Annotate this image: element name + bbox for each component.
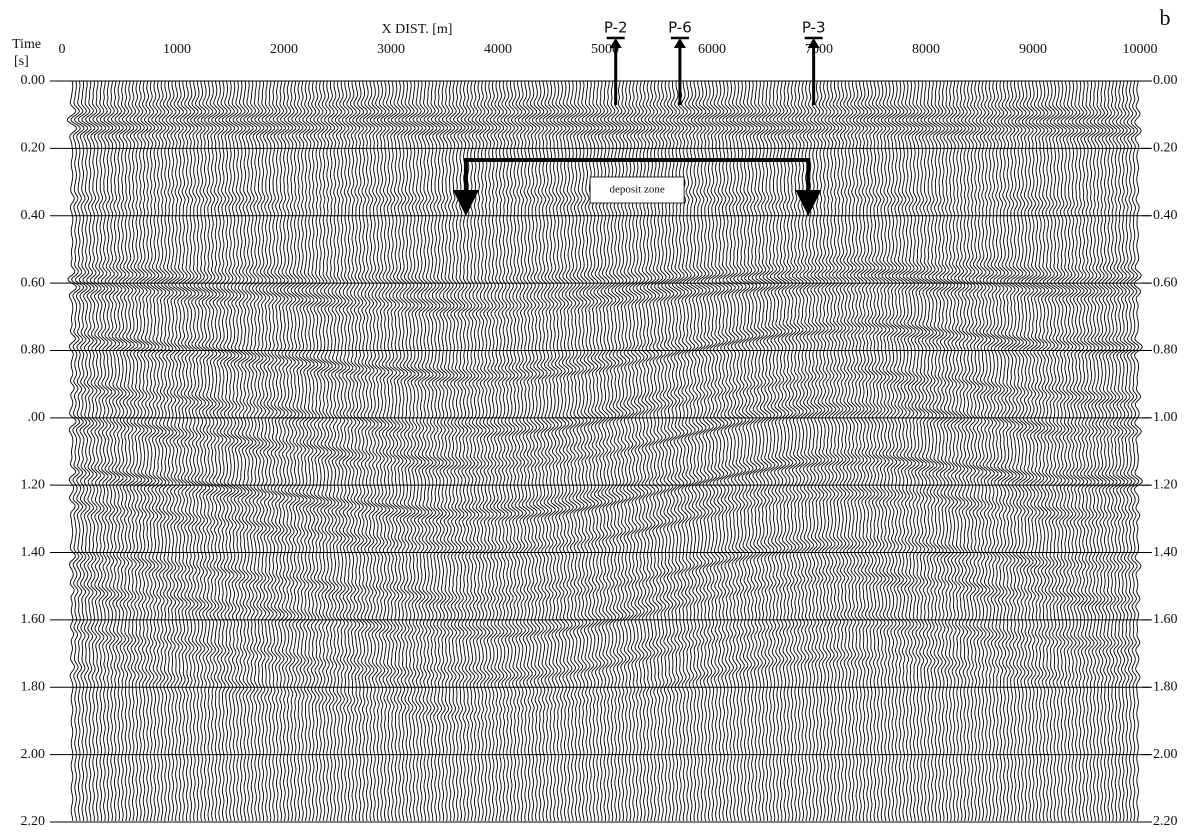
trace (860, 81, 867, 821)
trace (871, 81, 879, 821)
panel-label: b (1160, 5, 1171, 30)
trace (339, 81, 347, 821)
y2-tick-label: 1.80 (1153, 679, 1178, 694)
y-tick-label: .00 (28, 410, 46, 425)
y-tick-label: 0.60 (21, 275, 46, 290)
trace (497, 81, 504, 821)
y2-tick-label: 1.60 (1153, 612, 1178, 627)
x-tick-label: 7000 (805, 42, 833, 57)
trace (997, 81, 1006, 821)
y2-tick-label: 1.40 (1153, 545, 1178, 560)
trace (402, 81, 411, 821)
x-tick-label: 8000 (912, 42, 940, 57)
x-tick-label: 4000 (484, 42, 512, 57)
y-tick-label: 0.00 (21, 73, 46, 88)
x-tick-label: 0 (59, 42, 66, 57)
y2-tick-label: 0.80 (1153, 343, 1178, 358)
trace (313, 81, 322, 821)
x-tick-label: 9000 (1019, 42, 1047, 57)
y-axis-unit: [s] (14, 54, 29, 69)
trace (994, 81, 1003, 821)
trace (867, 81, 875, 821)
trace (857, 81, 864, 821)
y2-tick-label: 2.00 (1153, 747, 1178, 762)
y2-tick-label: 2.20 (1153, 814, 1178, 829)
y2-tick-label: 0.60 (1153, 275, 1178, 290)
y-tick-label: 1.20 (21, 477, 46, 492)
trace (309, 81, 318, 821)
trace (381, 81, 390, 821)
x-tick-label: 10000 (1123, 42, 1158, 57)
trace (342, 81, 349, 821)
y2-tick-label: 1.00 (1153, 410, 1178, 425)
well-label: P-2 (604, 19, 628, 37)
trace (332, 81, 340, 821)
y-tick-label: 0.40 (21, 208, 46, 223)
x-tick-label: 6000 (698, 42, 726, 57)
chart-title: X DIST. [m] (382, 22, 453, 37)
trace (377, 81, 386, 821)
y-tick-label: 1.60 (21, 612, 46, 627)
x-tick-label: 3000 (377, 42, 405, 57)
y2-tick-label: 0.00 (1153, 73, 1178, 88)
y-tick-label: 0.20 (21, 141, 46, 156)
deposit-zone-label: deposit zone (609, 184, 664, 196)
trace (508, 81, 515, 821)
trace (864, 81, 872, 821)
trace (328, 81, 336, 821)
y2-tick-label: 0.40 (1153, 208, 1178, 223)
y-tick-label: 2.00 (21, 747, 46, 762)
y-axis-label: Time (12, 37, 41, 52)
x-tick-label: 2000 (270, 42, 298, 57)
trace (853, 81, 860, 821)
y2-tick-label: 0.20 (1153, 141, 1178, 156)
y2-tick-label: 1.20 (1153, 477, 1178, 492)
chart: X DIST. [m] Time [s] b 0.000.200.400.600… (0, 0, 1191, 835)
trace (399, 81, 408, 821)
x-tick-label: 1000 (163, 42, 191, 57)
y-tick-label: 2.20 (21, 814, 46, 829)
y-tick-label: 0.80 (21, 343, 46, 358)
well-label: P-3 (802, 19, 826, 37)
well-label: P-6 (668, 19, 692, 37)
well-arrow (674, 38, 686, 48)
y-tick-label: 1.80 (21, 679, 46, 694)
trace (501, 81, 508, 821)
trace (505, 81, 512, 821)
trace (874, 81, 882, 821)
trace (1134, 81, 1142, 821)
trace (335, 81, 343, 821)
y-tick-label: 1.40 (21, 545, 46, 560)
